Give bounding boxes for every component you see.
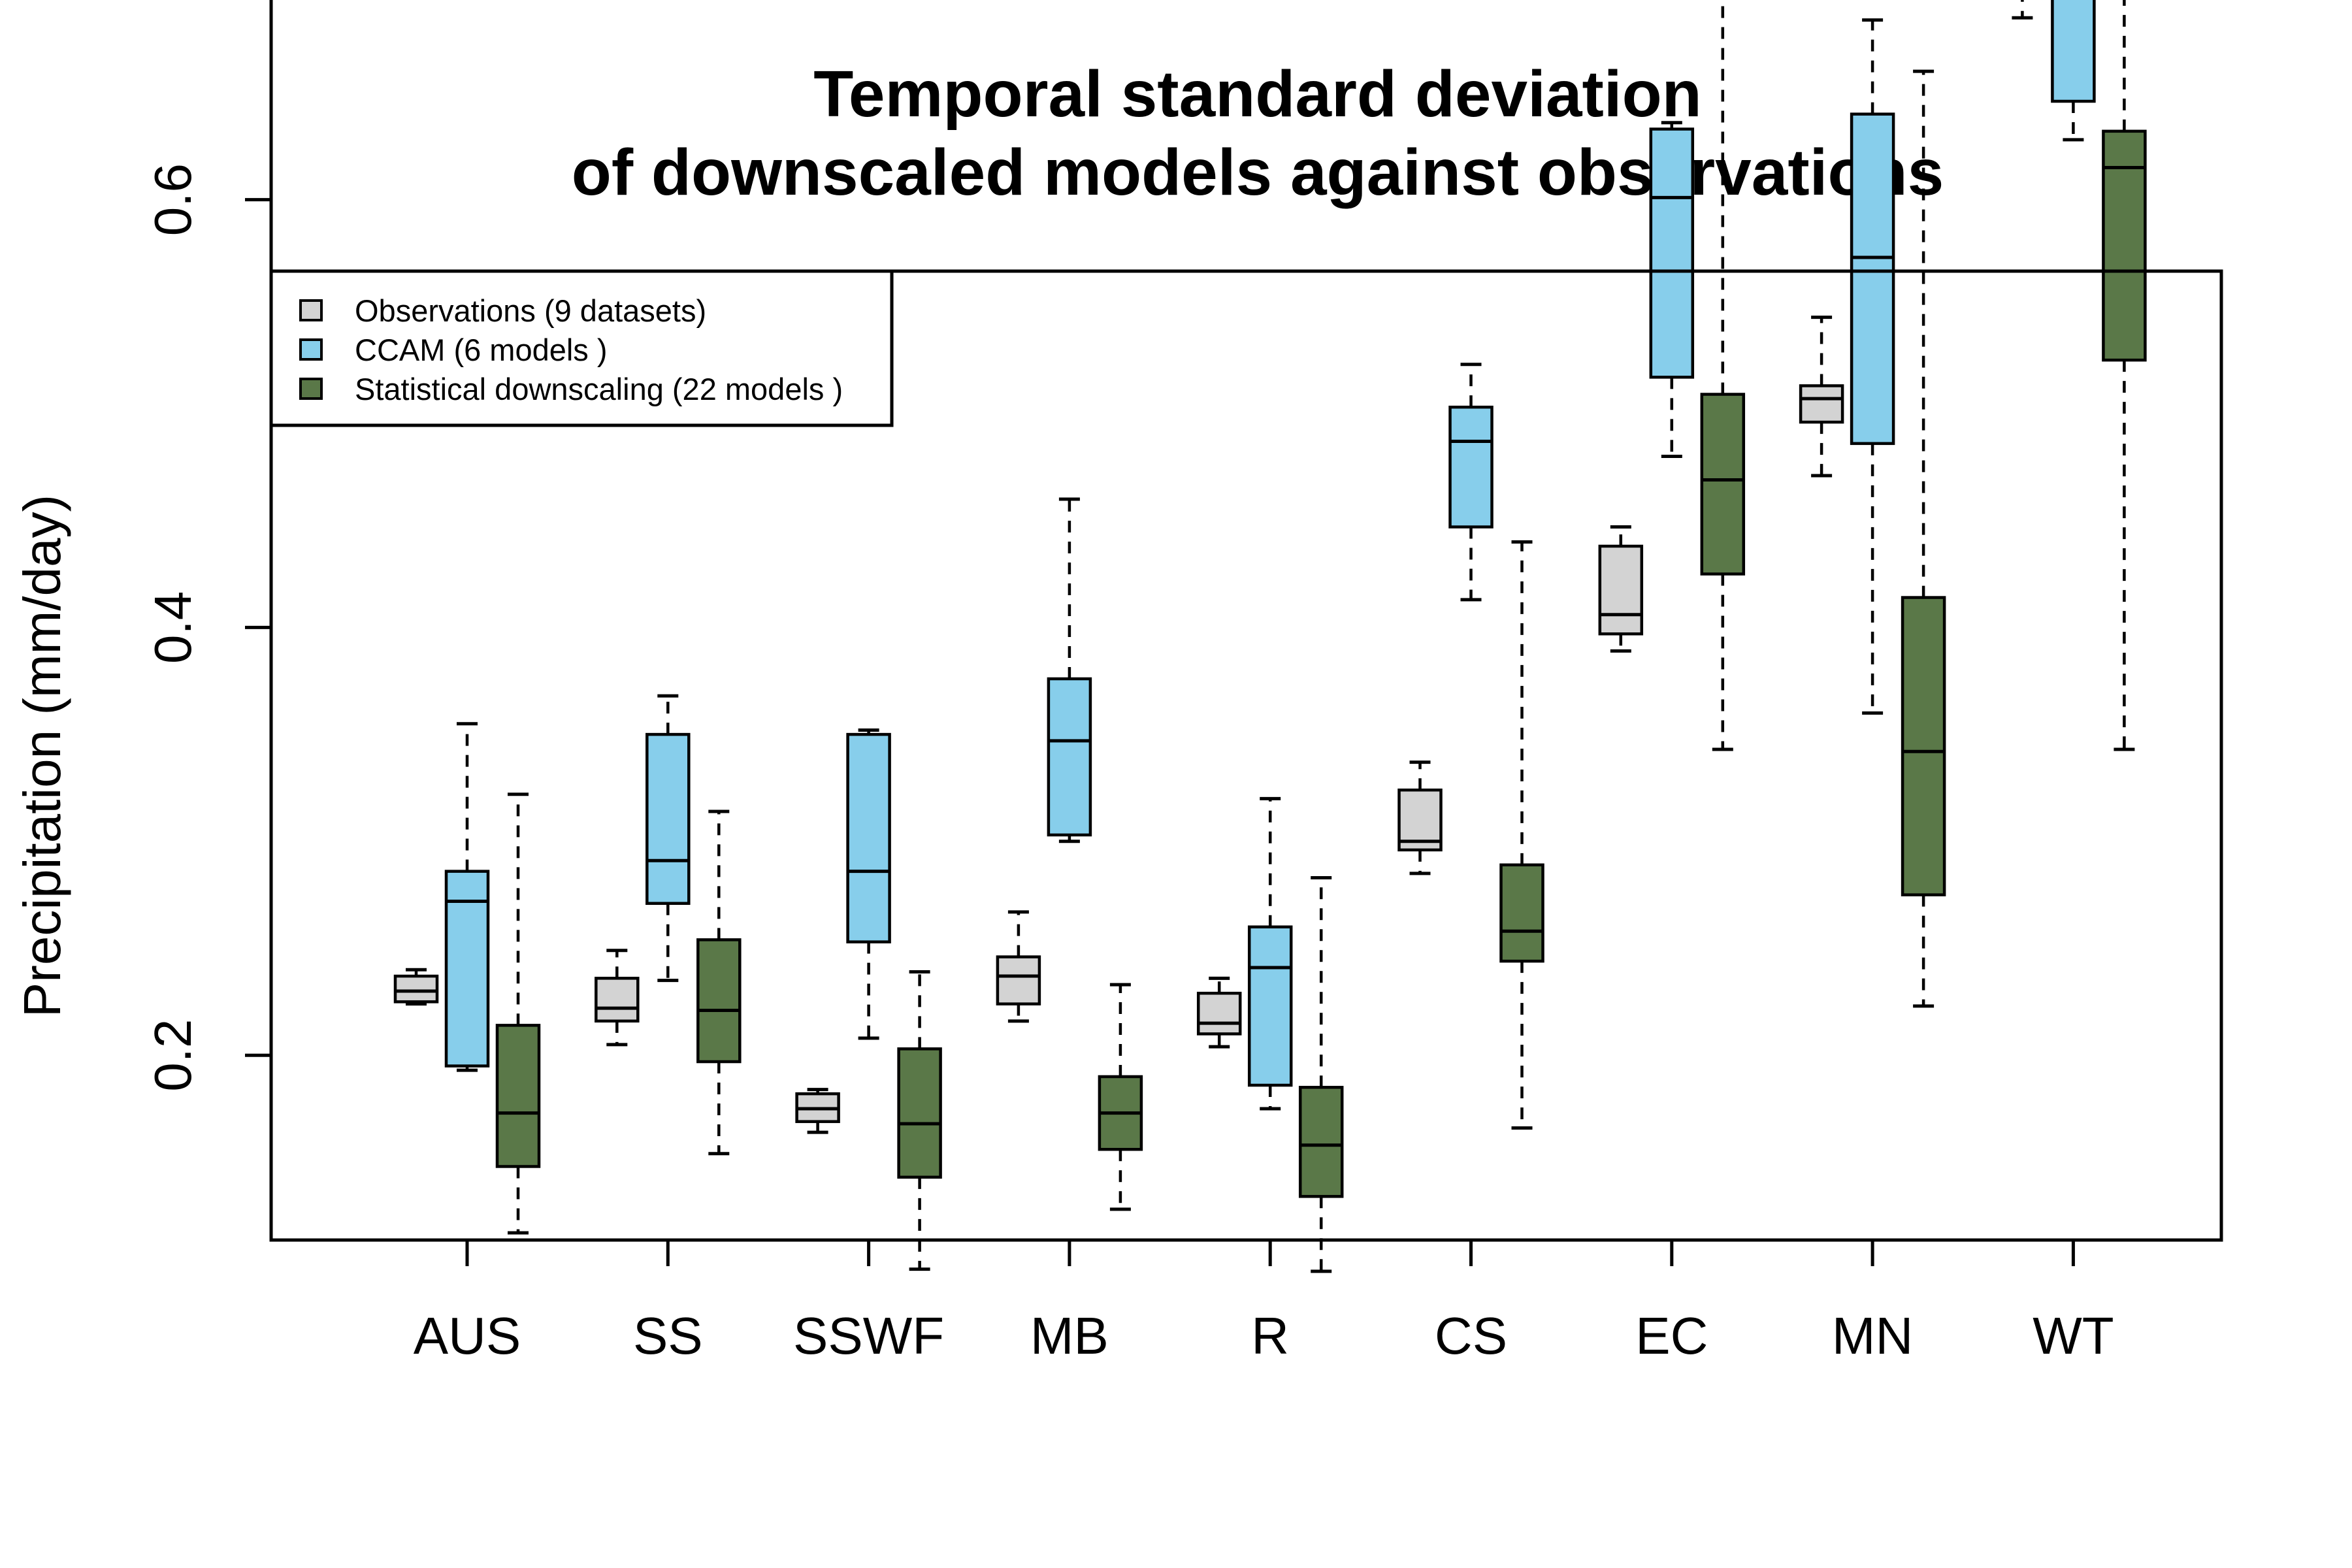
boxplot-sswf-series-1 bbox=[795, 1088, 840, 1134]
box-groups bbox=[393, 0, 2147, 1273]
box-iqr bbox=[595, 977, 640, 1023]
legend-swatch bbox=[299, 338, 323, 361]
box-group-mn bbox=[1799, 18, 1946, 1008]
boxplot-mn-series-3 bbox=[1901, 69, 1946, 1008]
boxplot-ss-series-2 bbox=[645, 694, 691, 983]
x-axis: AUS SS SSWF MB R CS EC MN WT bbox=[414, 1240, 2114, 1365]
legend-box bbox=[269, 269, 894, 427]
x-tick-label: WT bbox=[2033, 1307, 2114, 1365]
boxplot-r-series-3 bbox=[1298, 875, 1344, 1273]
boxplot-mb-series-2 bbox=[1047, 497, 1092, 843]
box-group-sswf bbox=[795, 728, 942, 1271]
box-iqr bbox=[1298, 1086, 1344, 1198]
box-group-cs bbox=[1397, 363, 1544, 1130]
box-group-r bbox=[1196, 796, 1344, 1273]
boxplot-sswf-series-2 bbox=[846, 728, 891, 1040]
boxplot-r-series-1 bbox=[1196, 976, 1242, 1049]
chart-title-line-2: of downscaled models against observation… bbox=[572, 136, 1944, 209]
box-iqr bbox=[444, 870, 490, 1068]
boxplot-cs-series-2 bbox=[1448, 363, 1494, 602]
x-tick-label: MB bbox=[1030, 1307, 1109, 1365]
x-tick-label: MN bbox=[1832, 1307, 1913, 1365]
y-tick-label: 0.6 bbox=[144, 163, 202, 236]
boxplot-ec-series-2 bbox=[1649, 121, 1695, 458]
legend-label: CCAM (6 models ) bbox=[355, 333, 608, 367]
chart-title-line-1: Temporal standard deviation bbox=[813, 57, 1702, 131]
y-tick-label: 0.4 bbox=[144, 591, 202, 664]
boxplot-sswf-series-3 bbox=[897, 970, 942, 1271]
boxplot-ss-series-3 bbox=[696, 809, 742, 1156]
box-iqr bbox=[846, 732, 891, 943]
box-iqr bbox=[1901, 596, 1946, 896]
box-iqr bbox=[1799, 384, 1844, 424]
box-iqr bbox=[897, 1047, 942, 1179]
x-tick-label: R bbox=[1251, 1307, 1289, 1365]
box-iqr bbox=[1598, 544, 1644, 636]
plot-border bbox=[269, 269, 2223, 1242]
box-iqr bbox=[2102, 129, 2147, 362]
x-tick-label: SSWF bbox=[793, 1307, 944, 1365]
boxplot-wt-series-1 bbox=[2012, 0, 2033, 20]
boxplot-aus-series-1 bbox=[393, 968, 439, 1006]
legend-label: Statistical downscaling (22 models ) bbox=[355, 372, 843, 406]
box-iqr bbox=[1700, 393, 1746, 576]
box-iqr bbox=[1850, 112, 1895, 446]
box-iqr bbox=[645, 732, 691, 905]
boxplot-ss-series-1 bbox=[595, 949, 640, 1047]
boxplot-r-series-2 bbox=[1247, 796, 1293, 1111]
box-iqr bbox=[393, 974, 439, 1004]
box-group-aus bbox=[393, 722, 541, 1235]
boxplot-ec-series-3 bbox=[1700, 0, 1746, 751]
boxplot-mn-series-2 bbox=[1850, 18, 1895, 715]
x-tick-label: AUS bbox=[414, 1307, 521, 1365]
legend: Observations (9 datasets) CCAM (6 models … bbox=[269, 269, 894, 427]
boxplot-wt-series-3 bbox=[2102, 0, 2147, 751]
legend-label: Observations (9 datasets) bbox=[355, 293, 706, 328]
box-group-mb bbox=[996, 497, 1143, 1211]
box-iqr bbox=[1649, 127, 1695, 379]
boxplot-cs-series-1 bbox=[1397, 760, 1443, 875]
box-iqr bbox=[696, 938, 742, 1064]
boxplot-ec-series-1 bbox=[1598, 525, 1644, 653]
x-tick-label: CS bbox=[1435, 1307, 1507, 1365]
box-iqr bbox=[1047, 677, 1092, 837]
boxplot-wt-series-2 bbox=[2051, 0, 2096, 142]
box-iqr bbox=[1499, 863, 1544, 963]
boxplot-aus-series-2 bbox=[444, 722, 490, 1072]
y-axis-label: Precipitation (mm/day) bbox=[13, 495, 71, 1017]
box-group-ss bbox=[595, 694, 742, 1156]
legend-swatch bbox=[299, 378, 323, 400]
y-tick-label: 0.2 bbox=[144, 1019, 202, 1092]
x-tick-label: EC bbox=[1635, 1307, 1708, 1365]
x-tick-label: SS bbox=[633, 1307, 703, 1365]
boxplot-mb-series-1 bbox=[996, 910, 1041, 1023]
box-iqr bbox=[2051, 0, 2096, 103]
box-iqr bbox=[1196, 992, 1242, 1036]
boxplot-mn-series-1 bbox=[1799, 316, 1844, 478]
box-group-wt bbox=[2012, 0, 2147, 751]
box-iqr bbox=[1448, 405, 1494, 529]
boxplot-mb-series-3 bbox=[1098, 983, 1143, 1211]
legend-swatch bbox=[299, 299, 323, 321]
box-iqr bbox=[996, 955, 1041, 1005]
box-iqr bbox=[1247, 925, 1293, 1087]
box-iqr bbox=[495, 1024, 541, 1168]
boxplot-cs-series-3 bbox=[1499, 540, 1544, 1130]
boxplot-aus-series-3 bbox=[495, 792, 541, 1235]
box-group-ec bbox=[1598, 0, 1746, 751]
